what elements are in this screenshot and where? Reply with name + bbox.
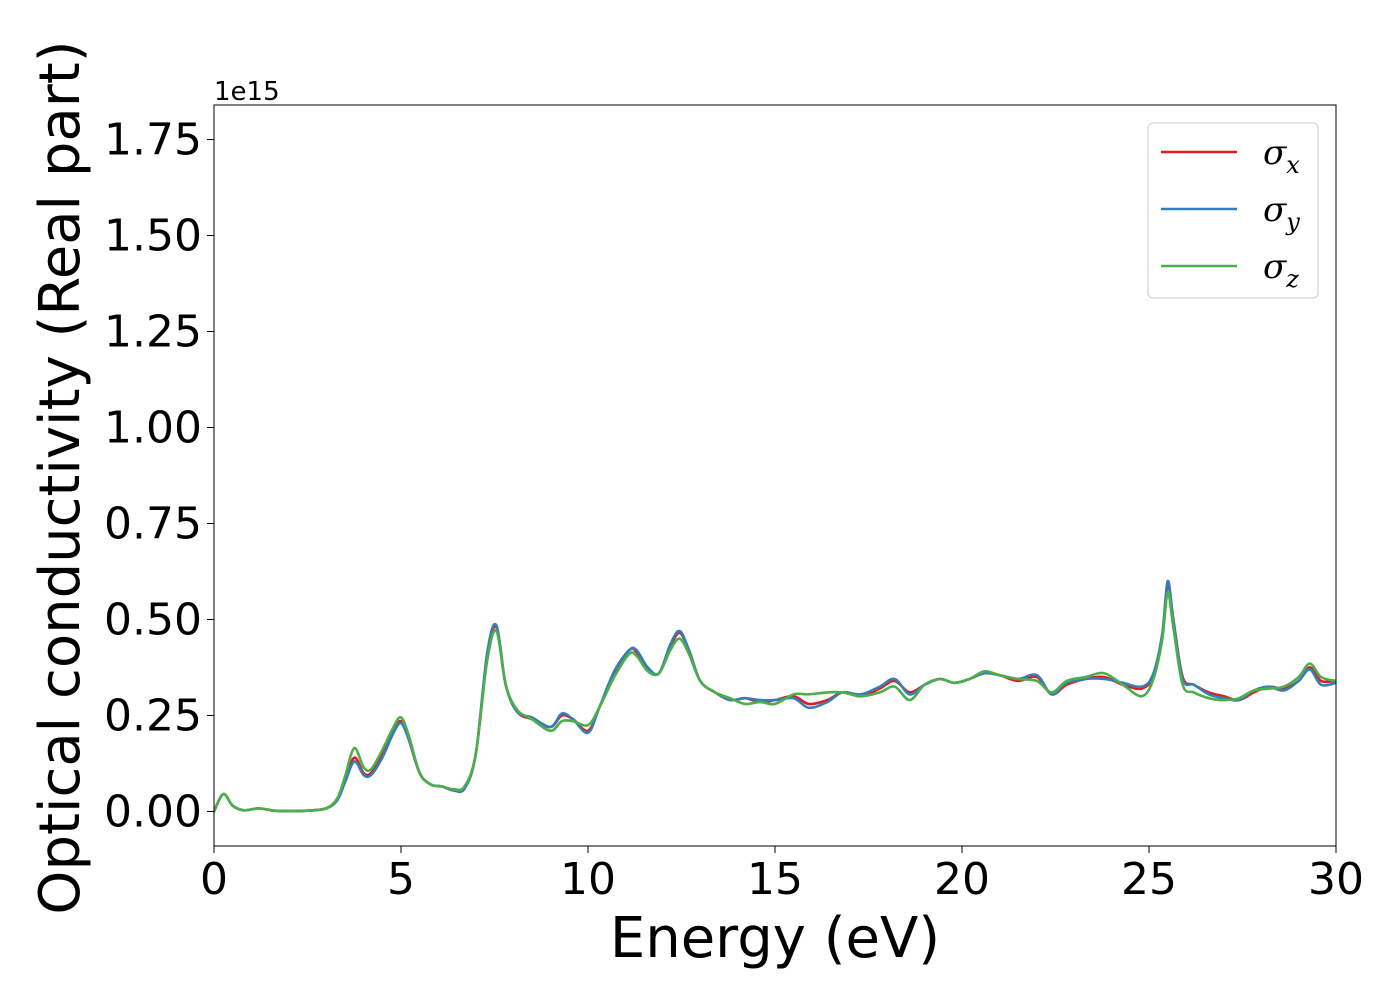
y-tick-label: 1.50 bbox=[104, 211, 202, 262]
x-axis-title: Energy (eV) bbox=[610, 906, 940, 971]
y-tick-label: 1.75 bbox=[104, 115, 202, 166]
y-tick-label: 0.75 bbox=[104, 498, 202, 549]
series-line-z bbox=[214, 591, 1336, 813]
legend: σx σy σz bbox=[1147, 122, 1319, 299]
x-tick-label: 15 bbox=[747, 854, 803, 905]
series-layer bbox=[214, 579, 1336, 813]
y-offset-label: 1e15 bbox=[214, 77, 280, 107]
legend-box bbox=[1147, 122, 1319, 299]
legend-label-x: σx bbox=[1263, 133, 1300, 179]
y-tick-label: 1.00 bbox=[104, 403, 202, 454]
x-tick-label: 25 bbox=[1121, 854, 1177, 905]
legend-label-z: σz bbox=[1263, 247, 1299, 293]
y-tick-label: 1.25 bbox=[104, 307, 202, 358]
x-tick-label: 0 bbox=[200, 854, 228, 905]
x-tick-label: 30 bbox=[1308, 854, 1364, 905]
y-tick-label: 0.00 bbox=[104, 786, 202, 837]
x-tick-label: 20 bbox=[934, 854, 990, 905]
y-tick-label: 0.25 bbox=[104, 690, 202, 741]
x-tick-label: 10 bbox=[560, 854, 616, 905]
y-axis-title: Optical conductivity (Real part) bbox=[28, 40, 93, 914]
x-tick-label: 5 bbox=[387, 854, 415, 905]
y-axis: 0.00 0.25 0.50 0.75 1.00 1.25 1.50 1.75 bbox=[104, 115, 214, 837]
legend-label-y: σy bbox=[1263, 190, 1300, 236]
x-axis: 0 5 10 15 20 25 30 bbox=[200, 846, 1364, 905]
y-tick-label: 0.50 bbox=[104, 594, 202, 645]
